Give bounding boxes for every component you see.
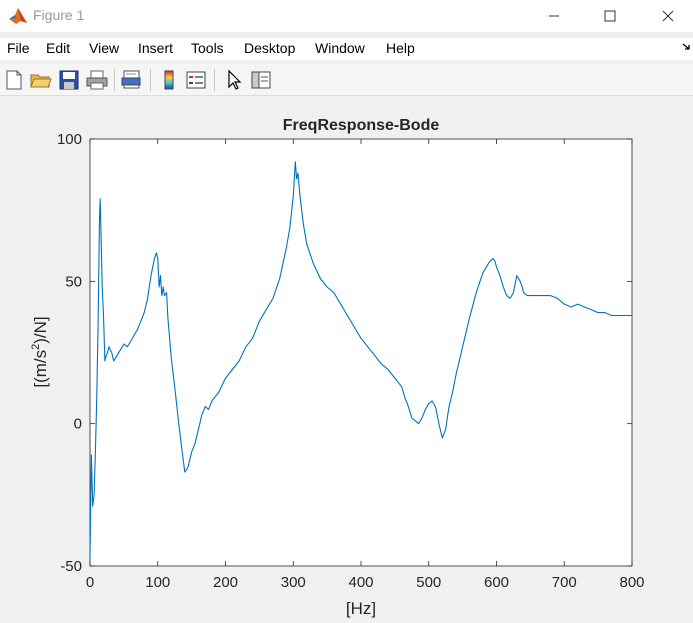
toolbar-separator [150,69,151,91]
x-tick-labels: 0 100 200 300 400 500 600 700 800 [86,574,645,591]
x-tick-label: 300 [281,574,306,591]
close-icon [662,10,674,22]
y-tick-label: 100 [57,131,82,148]
tick-marks [89,138,633,567]
window-title: Figure 1 [33,7,85,23]
y-tick-label: 0 [74,416,82,433]
toolbar [0,64,693,96]
plot-tools-icon[interactable] [249,68,273,92]
menu-view[interactable]: View [89,40,120,56]
x-tick-label: 100 [145,574,170,591]
x-tick-label: 600 [484,574,509,591]
maximize-button[interactable] [587,0,633,32]
x-tick-label: 0 [86,574,94,591]
x-tick-label: 500 [416,574,441,591]
close-button[interactable] [645,0,691,32]
series-line-0 [89,161,632,558]
y-tick-labels: -50 0 50 100 [57,131,82,575]
x-tick-label: 700 [552,574,577,591]
menu-tools[interactable]: Tools [191,40,224,56]
y-axis-label-superscript: 2 [30,344,42,350]
matlab-icon [8,6,28,26]
x-tick-label: 800 [619,574,644,591]
minimize-icon [549,15,559,17]
maximize-icon [604,10,616,22]
menu-bar: File Edit View Insert Tools Desktop Wind… [0,38,693,60]
print-preview-icon[interactable] [120,68,144,92]
toolbar-separator [214,69,215,91]
x-axis-label: [Hz] [346,599,376,618]
menu-desktop[interactable]: Desktop [244,40,296,56]
menu-edit[interactable]: Edit [46,40,71,56]
menu-file[interactable]: File [7,40,30,56]
menu-insert[interactable]: Insert [138,40,174,56]
chart-title: FreqResponse-Bode [283,117,440,134]
y-axis-label-prefix: [(m/s [31,350,50,388]
y-axis-label: [(m/s2)/N] [30,316,50,387]
x-tick-label: 200 [213,574,238,591]
axes-box[interactable] [89,138,633,567]
y-axis-label-suffix: )/N] [31,316,50,343]
y-tick-label: -50 [60,558,82,575]
insert-legend-icon[interactable] [184,68,208,92]
dock-arrow-icon[interactable] [682,42,692,52]
title-bar: Figure 1 [0,0,693,32]
menu-window[interactable]: Window [315,40,365,56]
insert-colorbar-icon[interactable] [157,68,181,92]
figure-canvas[interactable]: 0 100 200 300 400 500 600 700 800 -50 0 50 100 Freq… [0,97,693,623]
print-icon[interactable] [85,68,109,92]
open-file-icon[interactable] [29,68,53,92]
series-group [89,161,632,558]
new-figure-icon[interactable] [2,68,26,92]
x-tick-label: 400 [348,574,373,591]
y-tick-label: 50 [65,273,82,290]
edit-plot-cursor-icon[interactable] [222,68,246,92]
menu-help[interactable]: Help [386,40,415,56]
minimize-button[interactable] [531,0,577,32]
toolbar-separator [114,69,115,91]
save-icon[interactable] [57,68,81,92]
